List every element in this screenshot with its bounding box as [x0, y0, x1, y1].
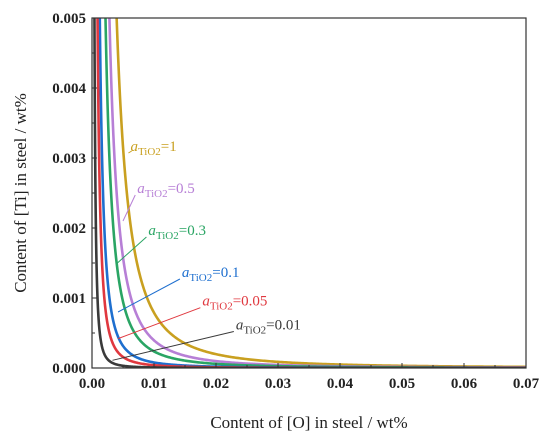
series-label-leader-1: [122, 194, 136, 222]
y-tick-label: 0.005: [52, 11, 86, 27]
series-label-value: =0.01: [266, 318, 301, 334]
series-label-0: aTiO2=1: [130, 139, 176, 158]
y-axis-title: Content of [Ti] in steel / wt%: [11, 93, 30, 293]
series-label-1: aTiO2=0.5: [137, 181, 195, 200]
x-tick-label: 0.07: [513, 376, 540, 392]
series-label-leader-0: [128, 150, 132, 154]
x-tick-label: 0.03: [265, 376, 291, 392]
x-axis-title: Content of [O] in steel / wt%: [210, 413, 407, 432]
annotations: aTiO2=1aTiO2=0.5aTiO2=0.3aTiO2=0.1aTiO2=…: [112, 139, 301, 361]
series-label-symbol: a: [182, 265, 190, 281]
y-ticks: 0.000 0.001 0.002 0.003 0.004 0.005: [52, 11, 97, 377]
series-label-4: aTiO2=0.05: [202, 294, 267, 313]
x-tick-label: 0.01: [141, 376, 167, 392]
series-line-3: [98, 18, 526, 368]
series-label-value: =1: [161, 139, 177, 155]
series-label-symbol: a: [236, 318, 244, 334]
series-label-symbol: a: [202, 294, 210, 310]
series-label-leader-2: [117, 236, 147, 264]
series-label-value: =0.3: [179, 223, 206, 239]
x-tick-label: 0.02: [203, 376, 229, 392]
series-label-symbol: a: [148, 223, 156, 239]
series-line-5: [93, 18, 526, 368]
series-label-subscript: TiO2: [189, 272, 212, 284]
series-label-5: aTiO2=0.01: [236, 318, 301, 337]
curves-layer: [93, 18, 526, 368]
series-label-value: =0.05: [233, 294, 268, 310]
series-label-subscript: TiO2: [243, 325, 266, 337]
series-label-leader-5: [112, 331, 234, 361]
series-label-3: aTiO2=0.1: [182, 265, 240, 284]
y-tick-label: 0.003: [52, 151, 86, 167]
series-label-subscript: TiO2: [156, 230, 179, 242]
y-tick-label: 0.004: [52, 81, 86, 97]
series-label-2: aTiO2=0.3: [148, 223, 206, 242]
series-label-subscript: TiO2: [145, 188, 168, 200]
y-tick-label: 0.000: [52, 361, 86, 377]
x-tick-label: 0.04: [327, 376, 354, 392]
x-ticks: 0.00 0.01 0.02 0.03 0.04 0.05 0.06 0.07: [79, 363, 540, 392]
y-tick-label: 0.001: [52, 291, 86, 307]
x-tick-label: 0.00: [79, 376, 105, 392]
series-label-leader-3: [117, 278, 181, 313]
series-label-leader-4: [117, 307, 201, 340]
series-label-value: =0.5: [168, 181, 195, 197]
series-label-value: =0.1: [212, 265, 239, 281]
x-tick-label: 0.05: [389, 376, 415, 392]
series-line-4: [96, 18, 526, 368]
x-tick-label: 0.06: [451, 376, 478, 392]
y-tick-label: 0.002: [52, 221, 86, 237]
series-label-subscript: TiO2: [210, 301, 233, 313]
series-label-subscript: TiO2: [138, 146, 161, 158]
series-label-symbol: a: [137, 181, 145, 197]
series-label-symbol: a: [130, 139, 138, 155]
